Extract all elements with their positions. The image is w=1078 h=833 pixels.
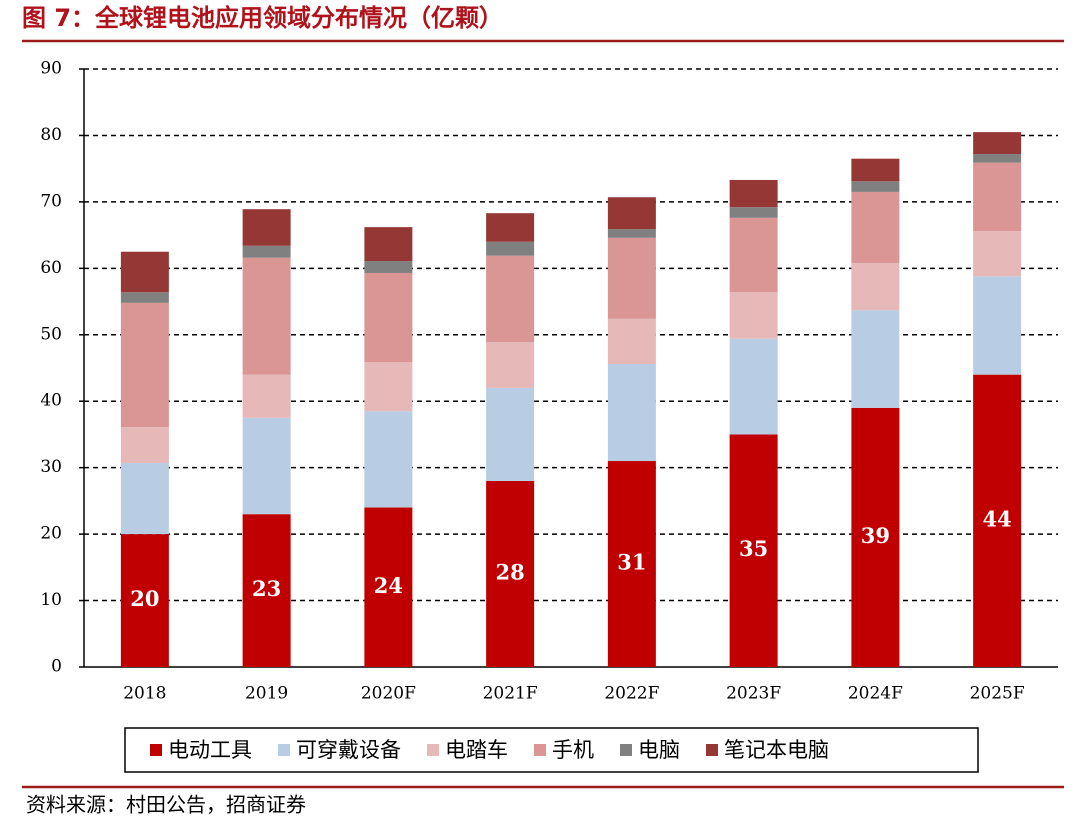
bar-segment (973, 154, 1022, 163)
bar-segment (486, 387, 535, 481)
x-tick-label: 2022F (604, 684, 659, 704)
bar-segment (242, 417, 291, 515)
bar-segment (729, 292, 778, 339)
bar-segment (486, 213, 535, 242)
bar-segment (364, 261, 413, 273)
x-tick-label: 2024F (848, 684, 903, 704)
data-label: 44 (983, 506, 1012, 531)
bar-segment (242, 374, 291, 418)
bar-segment (486, 241, 535, 256)
data-label: 35 (739, 536, 768, 561)
bar-segment (851, 181, 900, 192)
legend-label: 电动工具 (168, 738, 252, 762)
bar-segment (120, 302, 169, 428)
y-tick-label: 90 (40, 59, 62, 79)
y-tick-label: 20 (40, 524, 62, 544)
bar-segment (242, 257, 291, 375)
data-label: 31 (617, 550, 646, 575)
source: 资料来源：村田公告，招商证券 (26, 793, 306, 817)
bar-segment (851, 310, 900, 408)
bar-segment (973, 276, 1022, 375)
bar-segment (120, 427, 169, 464)
legend-label: 电踏车 (445, 738, 508, 762)
bar-segment (364, 507, 413, 667)
x-tick-label: 2018 (123, 684, 166, 704)
bar-segment (364, 272, 413, 363)
x-tick-label: 2020F (361, 684, 416, 704)
x-tick-label: 2019 (245, 684, 288, 704)
data-label: 39 (861, 523, 890, 548)
legend-label: 笔记本电脑 (724, 738, 829, 762)
bar-segment (729, 217, 778, 293)
bar-segment (242, 245, 291, 258)
legend-swatch (620, 744, 632, 756)
bar-segment (973, 162, 1022, 232)
data-label: 20 (130, 586, 159, 611)
legend-swatch (706, 744, 718, 756)
data-label: 23 (252, 576, 281, 601)
bar-segment (851, 158, 900, 182)
bar-segment (851, 407, 900, 667)
bar-segment (851, 263, 900, 311)
bar-segment (607, 229, 656, 238)
bar-segment (486, 342, 535, 388)
bar-segment (120, 463, 169, 535)
bar-segment (120, 292, 169, 303)
legend-swatch (150, 744, 162, 756)
legend-label: 可穿戴设备 (296, 738, 401, 762)
y-tick-label: 60 (40, 258, 62, 278)
data-label: 28 (496, 559, 525, 584)
y-tick-label: 0 (51, 657, 62, 677)
data-label: 24 (374, 573, 403, 598)
x-tick-label: 2021F (483, 684, 538, 704)
x-tick-label: 2023F (726, 684, 781, 704)
bar-segment (851, 191, 900, 264)
y-tick-label: 50 (40, 324, 62, 344)
legend-swatch (278, 744, 290, 756)
bar-segment (242, 514, 291, 667)
bar-segment (729, 179, 778, 208)
legend-swatch (427, 744, 439, 756)
bar-segment (364, 362, 413, 412)
bar-segment (729, 338, 778, 435)
bar-segment (486, 255, 535, 343)
bar-segment (607, 364, 656, 462)
legend-label: 电脑 (638, 738, 680, 762)
bar-segment (607, 197, 656, 230)
legend-swatch (534, 744, 546, 756)
chart-title: 图 7：全球锂电池应用领域分布情况（亿颗） (22, 4, 503, 32)
bar-segment (364, 411, 413, 508)
bar-segment (242, 209, 291, 246)
bar-segment (486, 480, 535, 667)
bar-segment (973, 132, 1022, 155)
bar-segment (364, 227, 413, 262)
bar-segment (607, 318, 656, 365)
bar-segment (973, 374, 1022, 667)
bar-segment (973, 231, 1022, 277)
bar-segment (729, 207, 778, 218)
bar-segment (120, 251, 169, 293)
y-tick-label: 30 (40, 457, 62, 477)
legend-label: 手机 (552, 738, 594, 762)
legend-box (124, 727, 979, 773)
bar-segment (120, 534, 169, 667)
y-tick-label: 70 (40, 191, 62, 211)
y-tick-label: 40 (40, 391, 62, 411)
y-tick-label: 80 (40, 125, 62, 145)
bar-segment (607, 461, 656, 667)
y-tick-label: 10 (40, 590, 62, 610)
bar-segment (607, 237, 656, 319)
bar-segment (729, 434, 778, 667)
x-tick-label: 2025F (970, 684, 1025, 704)
